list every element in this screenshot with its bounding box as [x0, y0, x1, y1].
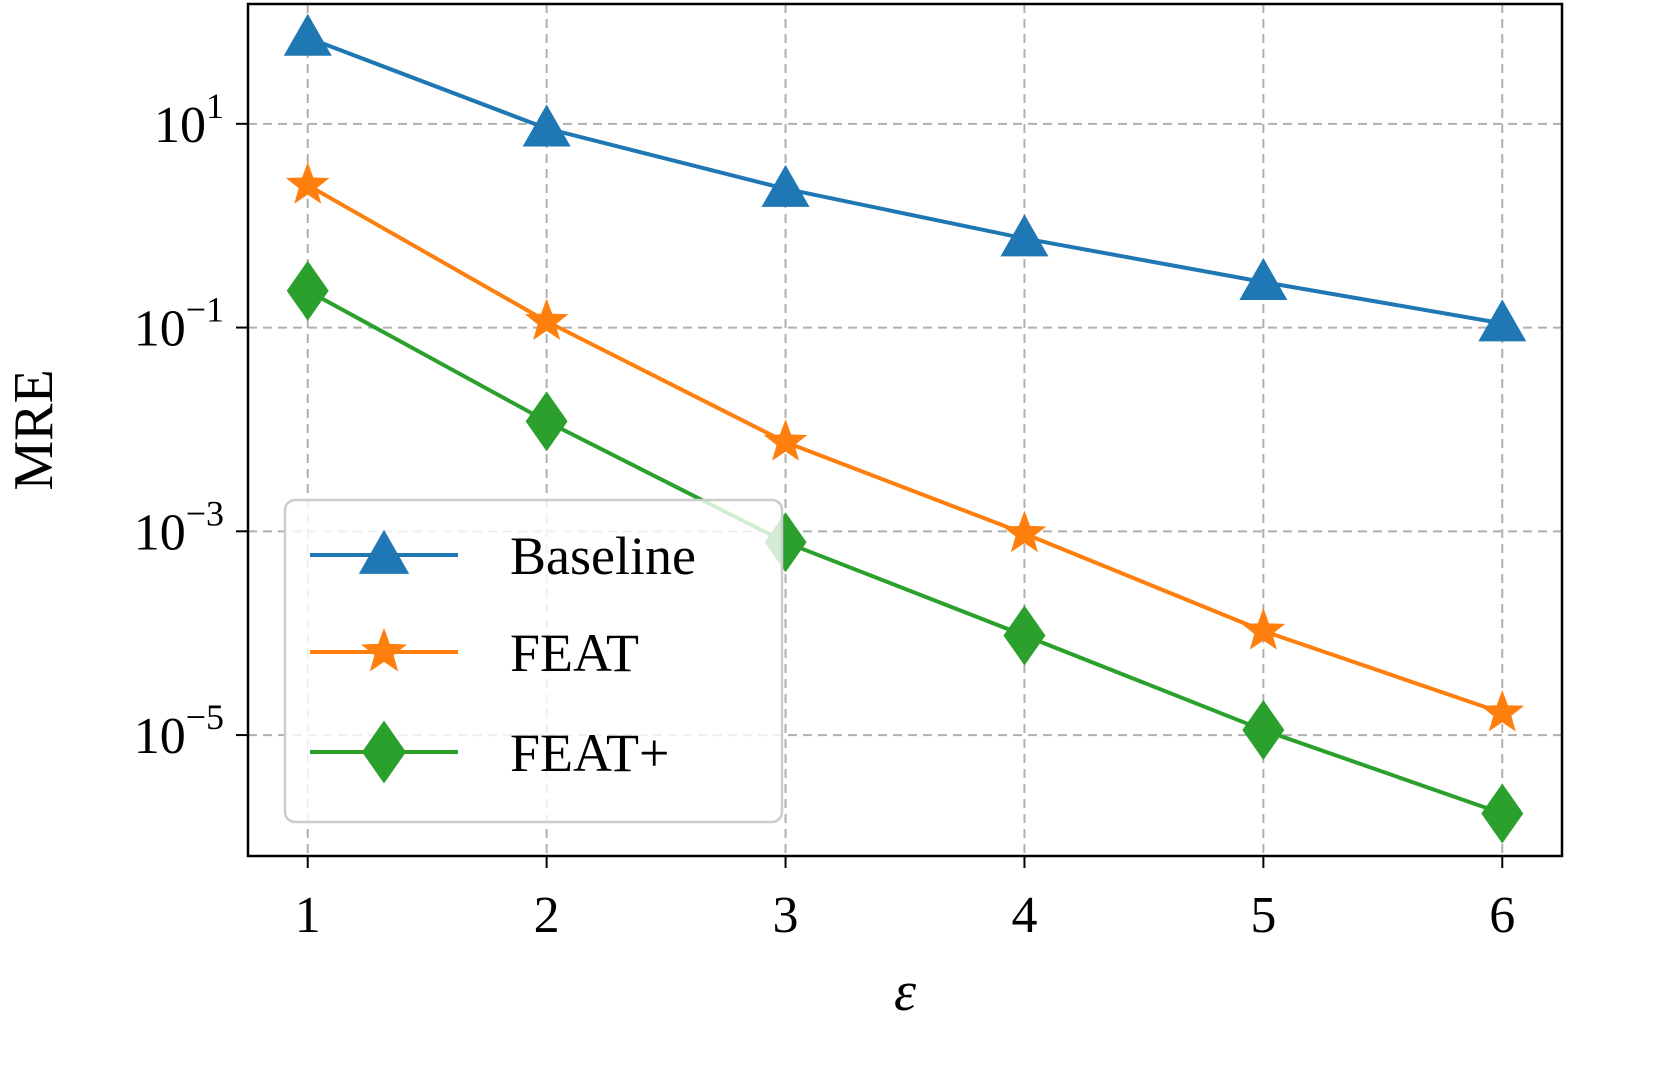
baseline-point: [1000, 214, 1049, 257]
baseline-line: [307, 35, 1503, 326]
feat-point: [1241, 608, 1286, 650]
plot-frame: [246, 2, 1564, 858]
feat-plus-point: [525, 391, 568, 452]
x-axis-label: ε: [894, 961, 917, 1021]
baseline-point: [283, 13, 332, 56]
x-tick-label: 4: [1011, 887, 1037, 944]
x-tick-label: 6: [1489, 887, 1515, 944]
legend-box: [283, 498, 784, 824]
x-axis-ticks: 1 2 3 4 5 6: [295, 856, 1515, 944]
x-tick-label: 3: [773, 887, 799, 944]
feat-line: [306, 183, 1503, 715]
series-markers: [283, 13, 1527, 844]
baseline-point: [1239, 258, 1288, 301]
x-tick-label: 5: [1250, 887, 1276, 944]
x-tick-label: 1: [295, 887, 321, 944]
baseline-point: [761, 164, 810, 207]
legend-feat-label: FEAT: [510, 623, 639, 683]
y-axis-ticks: 101 10−1 10−3 10−5: [134, 86, 248, 765]
legend-feat-plus-marker: [361, 720, 407, 784]
feat-plus-point: [1242, 700, 1285, 761]
feat-plus-point: [1481, 783, 1524, 844]
y-tick-label: 10−1: [134, 290, 224, 358]
baseline-point: [522, 104, 571, 147]
y-tick-label: 10−5: [134, 697, 224, 765]
legend-feat-marker: [361, 627, 407, 672]
feat-point: [763, 419, 808, 461]
feat-point: [1480, 689, 1525, 732]
legend-baseline-marker: [358, 529, 410, 574]
feat-plus-line: [306, 288, 1503, 816]
baseline-point: [1478, 299, 1527, 342]
y-tick-label: 101: [154, 86, 224, 154]
feat-plus-point: [1003, 605, 1046, 666]
legend-feat-plus-label: FEAT+: [510, 723, 669, 783]
y-axis-label: MRE: [3, 369, 65, 490]
mre-line-chart: Baseline FEAT FEAT+ 1 2 3 4 5 6 101 10−1 10−3 10−5…: [3, 2, 1564, 1021]
legend: Baseline FEAT FEAT+: [283, 498, 784, 824]
feat-plus-point: [286, 260, 329, 321]
legend-baseline-label: Baseline: [510, 526, 696, 586]
y-tick-label: 10−3: [134, 493, 224, 561]
feat-point: [1002, 510, 1047, 553]
x-tick-label: 2: [534, 887, 560, 944]
feat-point: [285, 162, 330, 204]
feat-point: [524, 298, 569, 340]
series-lines: [306, 35, 1503, 816]
